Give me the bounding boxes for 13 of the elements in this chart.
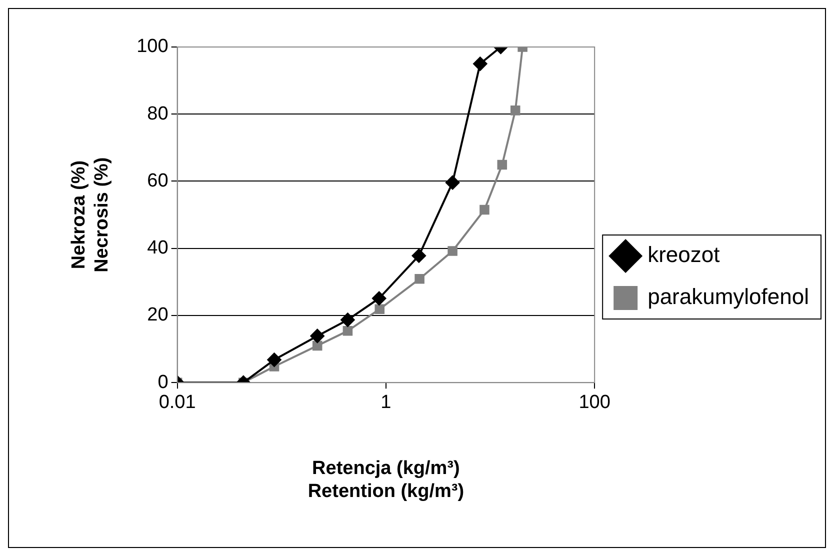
y-tick-label: 0 <box>158 372 168 393</box>
x-axis-title: Retencja (kg/m³) Retention (kg/m³) <box>308 458 464 502</box>
y-tick-label: 20 <box>147 304 168 326</box>
y-tick-label: 40 <box>147 238 168 259</box>
y-axis-title: Nekroza (%) Necrosis (%) <box>68 157 112 272</box>
y-tick-label: 80 <box>147 103 168 124</box>
y-tick-label: 60 <box>147 170 168 192</box>
x-tick-label: 100 <box>578 392 610 414</box>
legend-label: kreozot <box>648 242 720 268</box>
legend-label: parakumylofenol <box>648 284 810 310</box>
y-tick-label: 100 <box>136 36 168 58</box>
x-tick-label: 0.01 <box>158 392 196 414</box>
x-tick-label: 1 <box>380 392 392 414</box>
